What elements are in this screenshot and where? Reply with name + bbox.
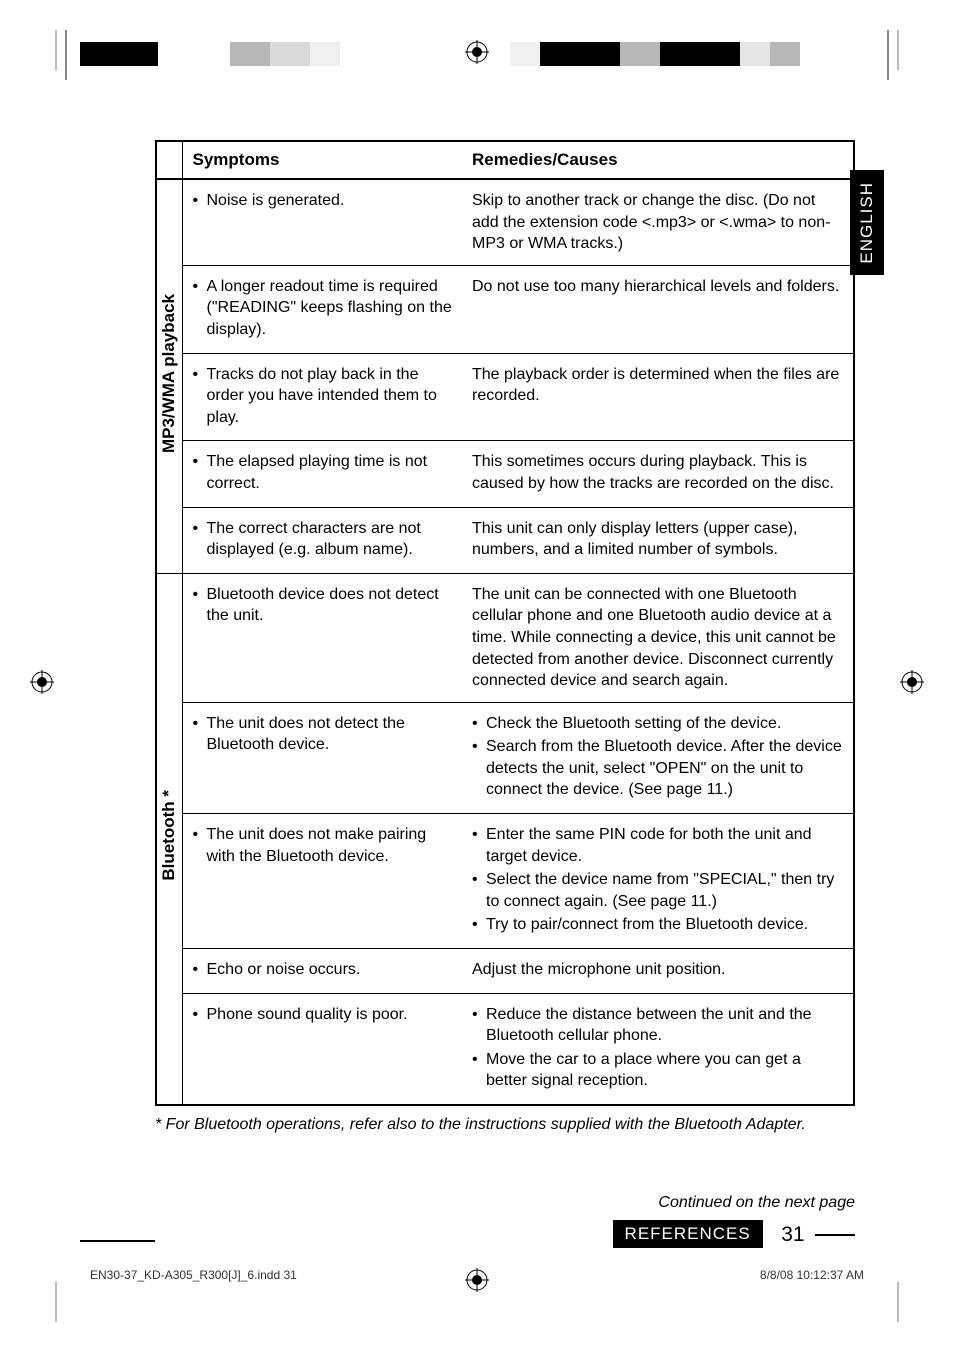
bleed-file-info: EN30-37_KD-A305_R300[J]_6.indd 31 (90, 1268, 297, 1282)
remedy-item: Move the car to a place where you can ge… (486, 1049, 843, 1092)
remedy-cell: This unit can only display letters (uppe… (462, 507, 854, 573)
remedy-cell: The playback order is determined when th… (462, 353, 854, 441)
table-row: Bluetooth *Bluetooth device does not det… (156, 573, 854, 702)
remedy-list: Check the Bluetooth setting of the devic… (472, 713, 843, 801)
color-bar-segment (770, 42, 800, 66)
category-text: Bluetooth * (158, 790, 181, 881)
remedy-list: Reduce the distance between the unit and… (472, 1004, 843, 1092)
symptom-list: Bluetooth device does not detect the uni… (193, 584, 453, 627)
remedies-header: Remedies/Causes (462, 141, 854, 179)
remedy-cell: Check the Bluetooth setting of the devic… (462, 702, 854, 813)
color-bar (80, 42, 874, 66)
remedy-item: Check the Bluetooth setting of the devic… (486, 713, 843, 735)
color-bar-segment (510, 42, 540, 66)
symptom-item: Noise is generated. (207, 190, 453, 212)
symptom-list: The correct characters are not displayed… (193, 518, 453, 561)
color-bar-segment (740, 42, 770, 66)
table-row: Echo or noise occurs. Adjust the micropho… (156, 949, 854, 994)
remedy-item: Try to pair/connect from the Bluetooth d… (486, 914, 843, 936)
table-row: MP3/WMA playbackNoise is generated.Skip … (156, 179, 854, 265)
footnote: * For Bluetooth operations, refer also t… (155, 1116, 855, 1134)
remedy-item: Select the device name from "SPECIAL," t… (486, 869, 843, 912)
remedy-cell: Adjust the microphone unit position. (462, 949, 854, 994)
bleed-date-info: 8/8/08 10:12:37 AM (760, 1268, 864, 1282)
table-row: Tracks do not play back in the order you… (156, 353, 854, 441)
page-line (815, 1234, 855, 1236)
table-row: The correct characters are not displayed… (156, 507, 854, 573)
color-bar-segment (540, 42, 620, 66)
remedy-cell: Do not use too many hierarchical levels … (462, 265, 854, 353)
symptom-cell: Bluetooth device does not detect the uni… (182, 573, 462, 702)
footer-line-left (80, 1240, 155, 1242)
remedy-item: Enter the same PIN code for both the uni… (486, 824, 843, 867)
symptom-item: Bluetooth device does not detect the uni… (207, 584, 453, 627)
troubleshooting-table: Symptoms Remedies/Causes MP3/WMA playbac… (155, 140, 855, 1106)
symptom-item: Echo or noise occurs. (207, 959, 453, 981)
table-row: The unit does not detect the Bluetooth d… (156, 702, 854, 813)
remedy-cell: The unit can be connected with one Bluet… (462, 573, 854, 702)
symptom-item: The elapsed playing time is not correct. (207, 451, 453, 494)
symptom-item: Phone sound quality is poor. (207, 1004, 453, 1026)
remedy-cell: Enter the same PIN code for both the uni… (462, 814, 854, 949)
color-bar-segment (310, 42, 340, 66)
symptom-item: The unit does not make pairing with the … (207, 824, 453, 867)
section-label: REFERENCES (613, 1220, 763, 1248)
symptom-cell: Noise is generated. (182, 179, 462, 265)
category-header-blank (156, 141, 182, 179)
page-number: 31 (767, 1223, 804, 1247)
symptom-cell: The unit does not make pairing with the … (182, 814, 462, 949)
category-label: MP3/WMA playback (156, 179, 182, 573)
remedy-item: Search from the Bluetooth device. After … (486, 736, 843, 801)
color-bar-segment (230, 42, 270, 66)
symptom-cell: The unit does not detect the Bluetooth d… (182, 702, 462, 813)
registration-mark-icon (900, 670, 924, 694)
language-label: ENGLISH (857, 182, 877, 264)
symptom-cell: A longer readout time is required ("READ… (182, 265, 462, 353)
symptoms-header: Symptoms (182, 141, 462, 179)
symptom-list: A longer readout time is required ("READ… (193, 276, 453, 341)
color-bar-segment (660, 42, 740, 66)
category-label: Bluetooth * (156, 573, 182, 1105)
symptom-cell: The correct characters are not displayed… (182, 507, 462, 573)
page-content: Symptoms Remedies/Causes MP3/WMA playbac… (155, 140, 855, 1248)
color-bar-segment (340, 42, 370, 66)
table-row: A longer readout time is required ("READ… (156, 265, 854, 353)
remedy-item: Reduce the distance between the unit and… (486, 1004, 843, 1047)
symptom-list: The unit does not make pairing with the … (193, 824, 453, 867)
table-row: The elapsed playing time is not correct.… (156, 441, 854, 507)
symptom-cell: Echo or noise occurs. (182, 949, 462, 994)
symptom-item: Tracks do not play back in the order you… (207, 364, 453, 429)
symptom-cell: Tracks do not play back in the order you… (182, 353, 462, 441)
registration-mark-icon (30, 670, 54, 694)
symptom-list: Noise is generated. (193, 190, 453, 212)
remedy-cell: This sometimes occurs during playback. T… (462, 441, 854, 507)
color-bar-segment (80, 42, 158, 66)
symptom-cell: Phone sound quality is poor. (182, 993, 462, 1105)
symptom-list: Tracks do not play back in the order you… (193, 364, 453, 429)
remedy-cell: Reduce the distance between the unit and… (462, 993, 854, 1105)
symptom-cell: The elapsed playing time is not correct. (182, 441, 462, 507)
symptom-list: Echo or noise occurs. (193, 959, 453, 981)
symptom-list: The unit does not detect the Bluetooth d… (193, 713, 453, 756)
footer-badge: REFERENCES 31 (155, 1220, 855, 1248)
remedy-cell: Skip to another track or change the disc… (462, 179, 854, 265)
language-tab: ENGLISH (850, 170, 884, 275)
registration-mark-icon (465, 1268, 489, 1292)
symptom-list: Phone sound quality is poor. (193, 1004, 453, 1026)
remedy-list: Enter the same PIN code for both the uni… (472, 824, 843, 936)
symptom-item: The correct characters are not displayed… (207, 518, 453, 561)
color-bar-segment (620, 42, 660, 66)
color-bar-segment (270, 42, 310, 66)
table-row: The unit does not make pairing with the … (156, 814, 854, 949)
continued-note: Continued on the next page (155, 1194, 855, 1212)
symptom-list: The elapsed playing time is not correct. (193, 451, 453, 494)
table-row: Phone sound quality is poor. Reduce the d… (156, 993, 854, 1105)
category-text: MP3/WMA playback (158, 294, 181, 453)
symptom-item: The unit does not detect the Bluetooth d… (207, 713, 453, 756)
symptom-item: A longer readout time is required ("READ… (207, 276, 453, 341)
